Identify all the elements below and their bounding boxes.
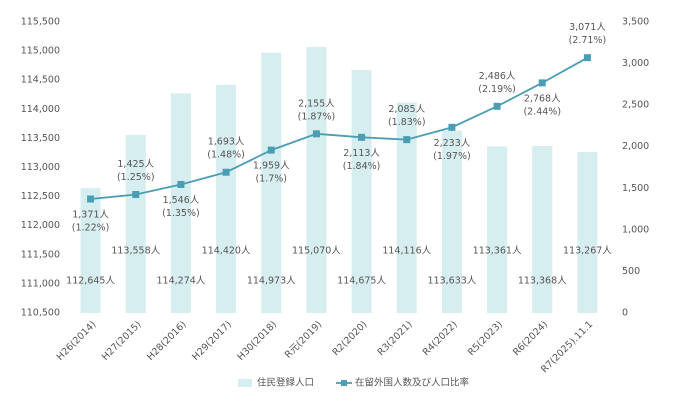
line-value-label: 2,155人 [298, 98, 335, 109]
y-tick-label: 113,000 [21, 162, 60, 173]
y-tick-label: 114,500 [21, 75, 60, 86]
bar [351, 70, 372, 313]
bar-value-label: 113,267人 [563, 246, 612, 257]
bar [306, 47, 327, 313]
bar-value-label: 114,675人 [337, 276, 386, 287]
y-tick-label: 110,500 [21, 308, 60, 319]
y-tick-label: 115,000 [21, 46, 60, 57]
y2-tick-label: 3,000 [622, 58, 649, 69]
line-marker [358, 133, 366, 141]
line-marker [132, 191, 140, 199]
x-tick-label: H28(2016) [145, 319, 189, 363]
x-tick-label: R3(2021) [376, 319, 415, 358]
bar-value-label: 114,274人 [157, 276, 206, 287]
x-tick-label: H29(2017) [190, 319, 234, 363]
line-value-label: 2,233人 [434, 138, 471, 149]
line-ratio-label: (1.25%) [117, 172, 155, 183]
line-ratio-label: (2.44%) [523, 106, 561, 117]
y2-tick-label: 2,500 [622, 100, 649, 111]
bar-value-label: 113,558人 [111, 246, 160, 257]
bar [170, 93, 191, 313]
line-ratio-label: (1.35%) [162, 208, 200, 219]
bar [80, 188, 101, 313]
y-tick-label: 111,500 [21, 249, 60, 260]
line-value-label: 3,071人 [569, 22, 606, 33]
line-value-label: 1,693人 [208, 137, 245, 148]
legend-label: 在留外国人数及び人口比率 [355, 377, 470, 389]
x-tick-label: R4(2022) [421, 319, 460, 358]
x-tick-label: R元(2019) [283, 319, 325, 361]
y-tick-label: 112,000 [21, 220, 60, 231]
y2-tick-label: 500 [622, 266, 640, 277]
y2-tick-label: 3,500 [622, 17, 649, 28]
bar-value-label: 113,633人 [428, 276, 477, 287]
line-value-label: 2,085人 [388, 104, 425, 115]
bar [532, 146, 553, 313]
line-value-label: 2,768人 [524, 93, 561, 104]
y2-tick-label: 0 [622, 308, 628, 319]
line-value-label: 1,546人 [163, 195, 200, 206]
line-marker [493, 102, 501, 110]
line-value-label: 2,113人 [343, 148, 380, 159]
line-ratio-label: (2.19%) [478, 84, 516, 95]
line-ratio-label: (1.48%) [207, 150, 245, 161]
bar [396, 102, 417, 313]
line-marker [87, 195, 95, 203]
bar [487, 146, 508, 313]
line-marker [177, 180, 185, 188]
y-tick-label: 112,500 [21, 191, 60, 202]
legend-label: 住民登録人口 [257, 377, 314, 389]
y2-tick-label: 2,000 [622, 141, 649, 152]
bar-value-label: 114,973人 [247, 276, 296, 287]
x-tick-label: H26(2014) [55, 319, 99, 363]
bar-value-label: 113,361人 [473, 246, 522, 257]
line-marker [403, 136, 411, 144]
line-value-label: 1,425人 [117, 159, 154, 170]
line-marker [583, 54, 591, 62]
bar [216, 84, 237, 313]
line-value-label: 2,486人 [479, 71, 516, 82]
line [90, 56, 588, 200]
bar [441, 130, 462, 313]
bar-value-label: 114,420人 [202, 246, 251, 257]
line-marker [267, 146, 275, 154]
bar-value-label: 115,070人 [292, 246, 341, 257]
x-tick-label: H30(2018) [235, 319, 279, 363]
y-tick-label: 114,000 [21, 104, 60, 115]
bar [125, 135, 146, 313]
line-ratio-label: (1.84%) [343, 161, 381, 172]
line-marker [538, 79, 546, 87]
y2-tick-label: 1,500 [622, 183, 649, 194]
line-value-label: 1,371人 [72, 210, 109, 221]
bar-value-label: 114,116人 [382, 246, 431, 257]
x-tick-label: R6(2024) [511, 319, 550, 358]
y-tick-label: 113,500 [21, 133, 60, 144]
x-tick-label: R2(2020) [330, 319, 369, 358]
line-marker [312, 130, 320, 138]
legend-swatch [238, 379, 252, 387]
line-ratio-label: (1.22%) [72, 223, 110, 234]
line-marker [448, 123, 456, 131]
line-value-label: 1,959人 [253, 161, 290, 172]
line-ratio-label: (1.87%) [298, 111, 336, 122]
bar [261, 52, 282, 314]
bar [577, 151, 598, 313]
y-tick-label: 115,500 [21, 17, 60, 28]
line-ratio-label: (1.83%) [388, 117, 426, 128]
x-tick-label: H27(2015) [100, 319, 144, 363]
legend-swatch [341, 380, 347, 386]
line-ratio-label: (1.7%) [255, 174, 287, 185]
y-tick-label: 111,000 [21, 278, 60, 289]
x-tick-label: R5(2023) [466, 319, 505, 358]
line-ratio-label: (2.71%) [569, 35, 607, 46]
bar-value-label: 113,368人 [518, 276, 567, 287]
line-marker [222, 168, 230, 176]
line-ratio-label: (1.97%) [433, 151, 471, 162]
y2-tick-label: 1,000 [622, 224, 649, 235]
bar-value-label: 112,645人 [66, 276, 115, 287]
